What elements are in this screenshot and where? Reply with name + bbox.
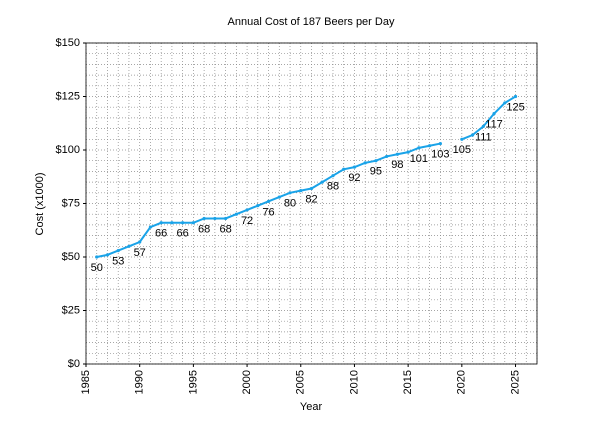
x-tick-label: 1990 xyxy=(134,370,146,394)
y-tick-label: $50 xyxy=(62,251,80,263)
point xyxy=(503,101,507,105)
point xyxy=(428,144,432,148)
y-tick-label: $75 xyxy=(62,197,80,209)
data-label: 125 xyxy=(506,101,524,113)
point xyxy=(385,154,389,159)
point xyxy=(202,216,206,221)
point xyxy=(481,124,485,129)
data-label: 66 xyxy=(177,228,189,240)
point xyxy=(191,221,195,225)
x-tick-label: 2000 xyxy=(241,370,253,394)
y-axis-label: Cost (x1000) xyxy=(34,173,46,236)
point xyxy=(513,94,518,99)
point xyxy=(288,191,292,195)
point xyxy=(213,216,217,221)
x-tick-label: 2025 xyxy=(509,370,521,394)
x-tick-label: 2005 xyxy=(295,370,307,394)
data-label: 88 xyxy=(327,181,339,193)
point xyxy=(309,186,314,191)
data-label: 92 xyxy=(348,172,360,184)
point xyxy=(95,255,99,259)
point xyxy=(417,146,421,150)
y-tick-label: $100 xyxy=(56,144,80,156)
point xyxy=(299,189,303,193)
point xyxy=(256,204,260,208)
data-label: 66 xyxy=(155,228,167,240)
point xyxy=(460,137,464,141)
point xyxy=(223,216,228,221)
x-tick-label: 1995 xyxy=(187,370,199,394)
point xyxy=(159,221,163,225)
x-tick-label: 2010 xyxy=(348,370,360,394)
data-label: 68 xyxy=(219,223,231,235)
point xyxy=(127,244,131,248)
point xyxy=(406,150,410,154)
point xyxy=(395,152,400,156)
point xyxy=(320,180,324,184)
point xyxy=(492,112,496,116)
y-tick-label: $150 xyxy=(56,37,80,49)
point xyxy=(181,221,185,225)
y-tick-label: $25 xyxy=(62,304,80,316)
chart-title: Annual Cost of 187 Beers per Day xyxy=(228,16,395,28)
point xyxy=(363,161,367,165)
data-label: 82 xyxy=(305,193,317,205)
data-label: 57 xyxy=(134,247,146,259)
data-label: 98 xyxy=(391,159,403,171)
point xyxy=(170,221,174,225)
data-label: 95 xyxy=(370,166,382,178)
data-label: 68 xyxy=(198,223,210,235)
point xyxy=(470,133,475,137)
data-label: 76 xyxy=(262,206,274,218)
point xyxy=(105,253,110,257)
point xyxy=(148,225,153,229)
point xyxy=(374,159,378,163)
point xyxy=(245,208,249,212)
x-tick-label: 2015 xyxy=(402,370,414,394)
point xyxy=(331,174,335,178)
point xyxy=(266,199,271,203)
data-label: 101 xyxy=(410,153,428,165)
data-label: 50 xyxy=(91,262,103,274)
x-tick-label: 2020 xyxy=(456,370,468,394)
point xyxy=(342,167,346,171)
y-tick-label: $0 xyxy=(68,358,80,370)
data-label: 80 xyxy=(284,198,296,210)
point xyxy=(116,248,120,253)
point xyxy=(234,212,238,216)
data-label: 117 xyxy=(485,119,503,131)
x-tick-label: 1985 xyxy=(80,370,92,394)
data-label: 105 xyxy=(453,144,471,156)
point xyxy=(438,141,442,146)
data-label: 103 xyxy=(431,148,449,160)
y-tick-label: $125 xyxy=(56,90,80,102)
data-label: 111 xyxy=(475,131,492,143)
point xyxy=(277,195,281,199)
x-axis-label: Year xyxy=(300,401,323,413)
point xyxy=(352,165,357,169)
data-label: 72 xyxy=(241,215,253,227)
data-label: 53 xyxy=(112,255,124,267)
point xyxy=(138,240,142,244)
